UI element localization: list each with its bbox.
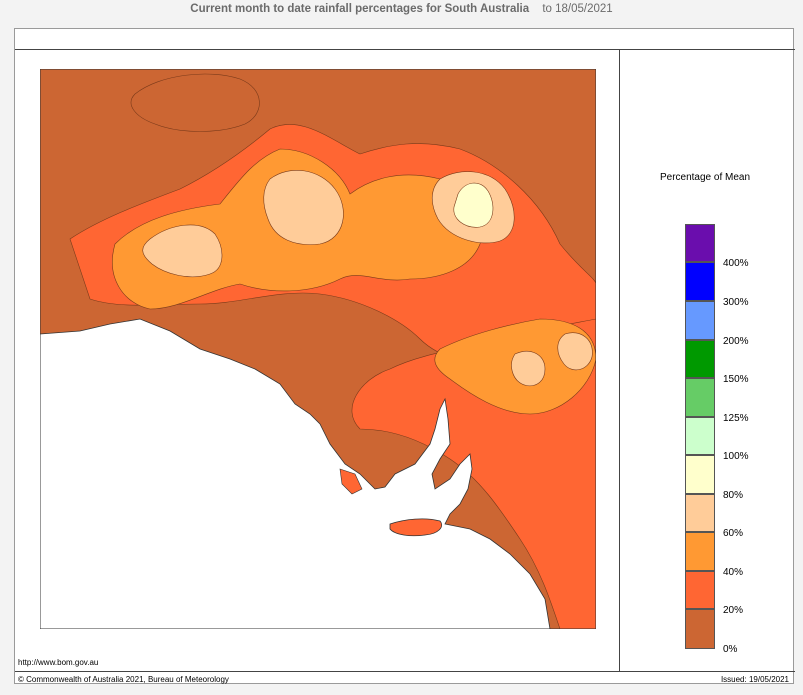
legend-swatch-200-300 xyxy=(685,301,715,340)
ocean xyxy=(40,318,551,629)
kangaroo-island xyxy=(389,518,442,537)
zone-60-80-central xyxy=(263,170,344,245)
zone-60-80-east-b xyxy=(557,332,593,371)
map-panel: Percentage of Mean 400% 300% 200% 150% 1… xyxy=(14,28,795,684)
legend-swatch-400plus xyxy=(685,224,715,262)
map-title: Current month to date rainfall percentag… xyxy=(190,3,530,15)
zone-60-80-east-a xyxy=(511,350,546,387)
eyre-tip xyxy=(339,468,363,495)
legend-label: 150% xyxy=(723,374,749,385)
legend-swatch-125-150 xyxy=(685,378,715,417)
legend-swatch-20-40 xyxy=(685,571,715,609)
page-title: Current month to date rainfall percentag… xyxy=(0,0,803,18)
legend-swatch-60-80 xyxy=(685,494,715,532)
legend-label: 200% xyxy=(723,336,749,347)
legend-swatch-40-60 xyxy=(685,532,715,571)
legend-label: 0% xyxy=(723,644,738,655)
legend-label: 400% xyxy=(723,258,749,269)
legend-swatch-100-125 xyxy=(685,417,715,455)
legend-label: 100% xyxy=(723,451,749,462)
legend-swatch-150-200 xyxy=(685,340,715,378)
legend-swatch-80-100 xyxy=(685,455,715,494)
legend-swatch-0-20 xyxy=(685,609,715,649)
legend-swatch-300-400 xyxy=(685,262,715,301)
legend-label: 20% xyxy=(723,605,744,616)
issued-date: Issued: 19/05/2021 xyxy=(720,675,789,684)
rainfall-map xyxy=(40,69,596,629)
legend-label: 40% xyxy=(723,567,744,578)
zone-80-100 xyxy=(453,182,494,228)
source-url[interactable]: http://www.bom.gov.au xyxy=(18,658,99,667)
zone-0-20-north xyxy=(130,73,260,132)
map-date: to 18/05/2021 xyxy=(542,3,613,15)
legend-label: 300% xyxy=(723,297,749,308)
legend-label: 80% xyxy=(723,490,744,501)
copyright-text: © Commonwealth of Australia 2021, Bureau… xyxy=(18,675,229,684)
legend-label: 60% xyxy=(723,528,744,539)
legend-title: Percentage of Mean xyxy=(659,172,751,183)
legend-label: 125% xyxy=(723,413,749,424)
zone-60-80-west xyxy=(142,224,223,278)
